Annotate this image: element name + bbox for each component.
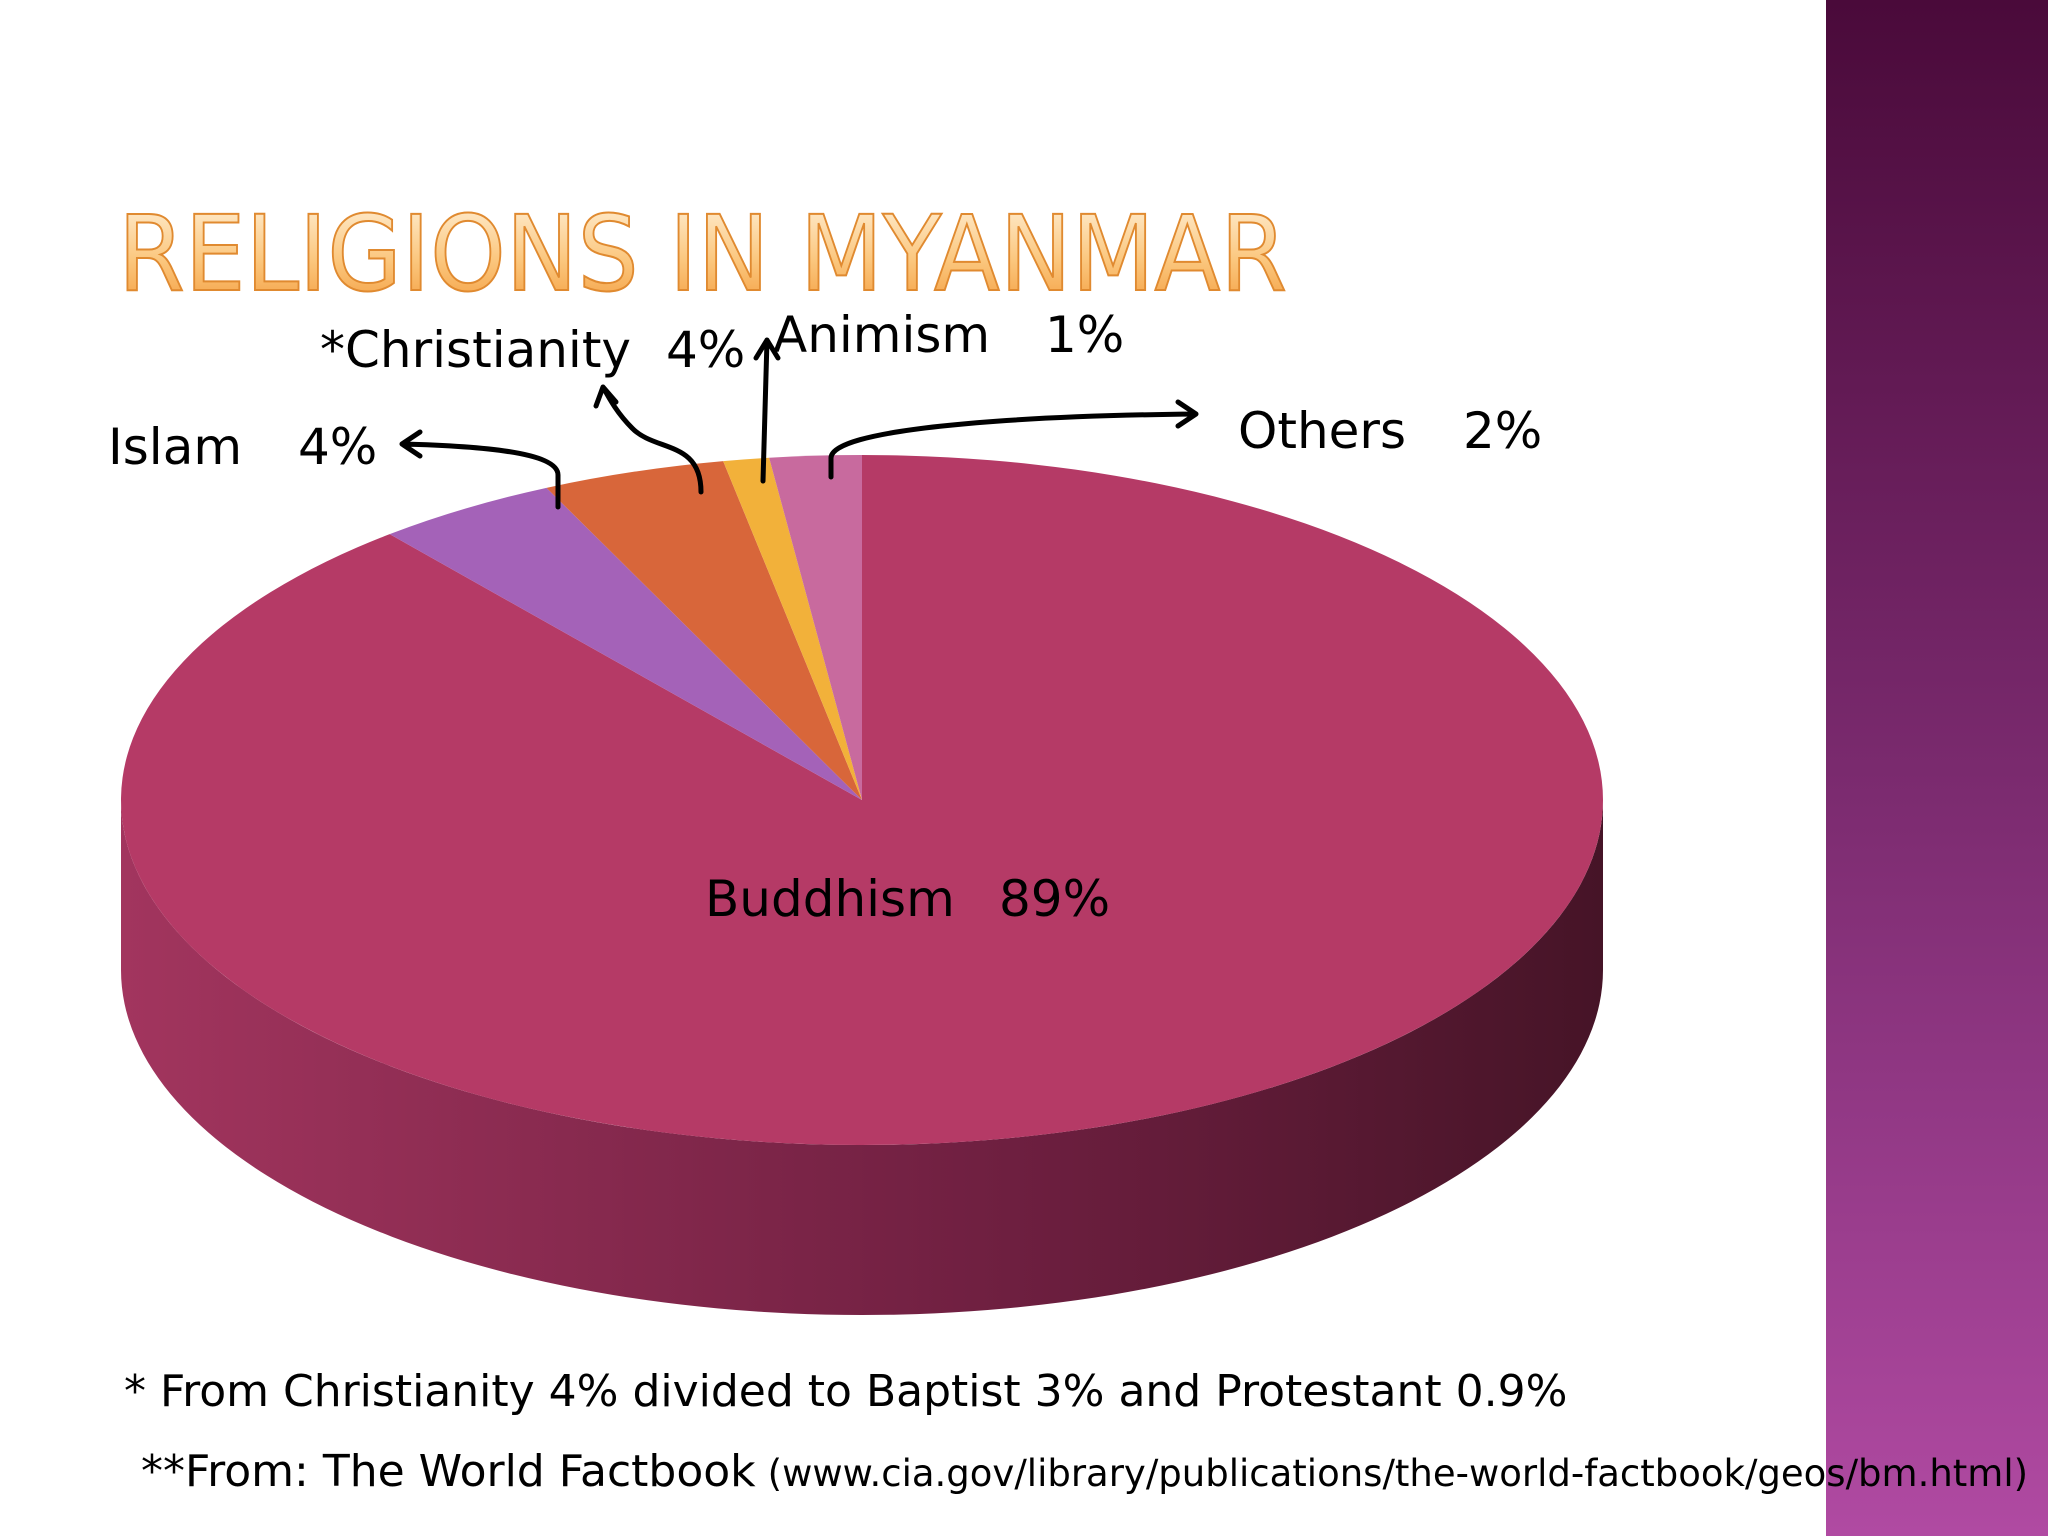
slice-label: Animism <box>773 306 990 364</box>
slice-label: Others <box>1238 402 1406 460</box>
value-label: 89% <box>999 870 1110 928</box>
chart-title: RELIGIONS IN MYANMAR <box>118 193 1287 315</box>
source-url: (www.cia.gov/library/publications/the-wo… <box>768 1452 2028 1495</box>
value-label: 4% <box>666 321 745 379</box>
side-band <box>1826 0 2048 1536</box>
pie <box>120 455 1603 1315</box>
slice-label: Islam <box>108 418 242 476</box>
arrow <box>593 384 704 495</box>
pie-slice <box>769 455 862 800</box>
value-label: 4% <box>298 418 377 476</box>
arrow <box>828 399 1199 480</box>
arrows <box>399 337 1199 510</box>
footnote: * From Christianity 4% divided to Baptis… <box>124 1366 1567 1417</box>
arrow <box>753 337 781 484</box>
source-name: **From: The World Factbook <box>141 1446 756 1497</box>
value-label: 1% <box>1045 306 1124 364</box>
pie-slice <box>389 487 862 800</box>
arrow <box>399 429 561 510</box>
value-label: 2% <box>1463 402 1542 460</box>
slice-label: Buddhism <box>705 870 955 928</box>
source: **From: The World Factbook (www.cia.gov/l… <box>141 1446 2028 1497</box>
pie-slice <box>120 455 1603 1145</box>
slice-label: *Christianity <box>320 321 631 379</box>
pie-slice <box>546 461 862 800</box>
pie-slice <box>723 457 862 800</box>
pie-side <box>121 800 1603 1315</box>
